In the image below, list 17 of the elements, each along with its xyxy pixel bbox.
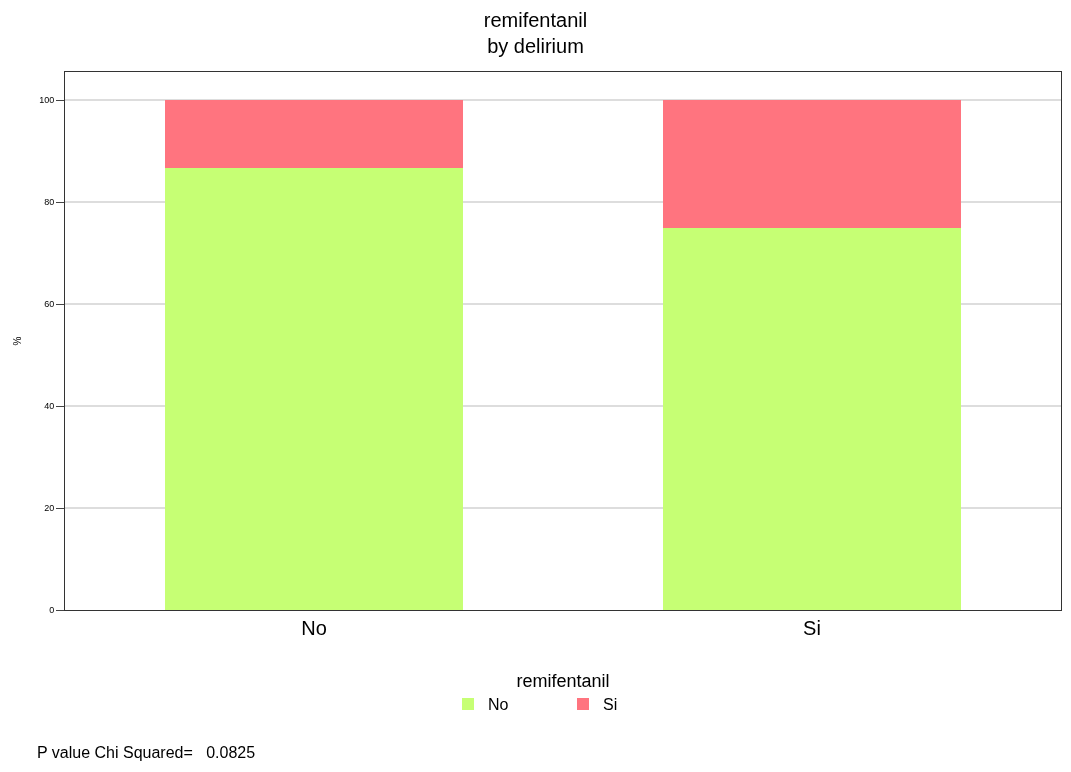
chart-title: remifentanil [483,9,588,32]
legend-title: remifentanil [516,671,610,692]
bar [662,227,962,610]
y-tick-label: 0 [49,605,55,616]
y-tick-label: 40 [44,401,55,412]
legend-label: Si [603,696,618,714]
y-tick-label: 60 [44,299,55,310]
text: P value Chi Squared= 0.0825 [37,744,256,761]
y-tick-label: 20 [44,503,55,514]
y-tick-label: 100 [39,95,55,106]
y-axis-title: % [12,336,24,346]
legend-label: No [488,696,509,714]
bar [164,167,464,610]
bar [164,100,464,168]
chart-subtitle: by delirium [487,35,584,58]
bar [662,100,962,228]
y-tick-label: 80 [44,197,55,208]
